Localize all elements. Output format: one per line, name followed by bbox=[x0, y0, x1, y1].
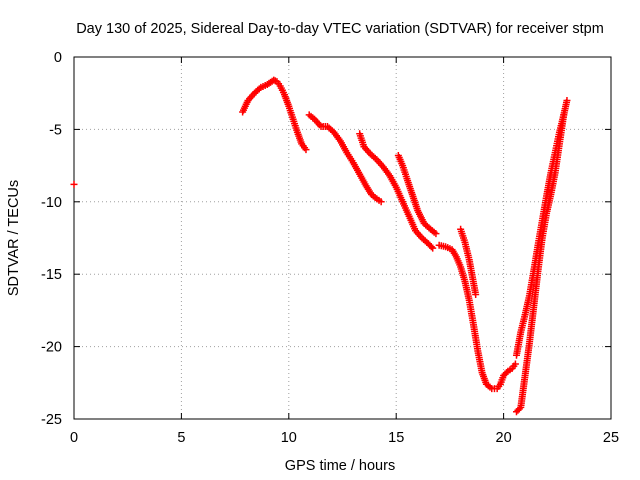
y-tick-label: -5 bbox=[49, 122, 62, 138]
plot-frame bbox=[73, 56, 612, 420]
series-arc-7 bbox=[457, 225, 480, 298]
data-point bbox=[302, 146, 310, 154]
grid-lines bbox=[74, 57, 611, 419]
x-tick-label: 5 bbox=[177, 430, 185, 446]
y-tick-label: -20 bbox=[41, 340, 62, 356]
series-arc-4 bbox=[356, 130, 437, 252]
data-point bbox=[432, 230, 440, 238]
y-tick-label: 0 bbox=[54, 50, 62, 66]
series-arc-9 bbox=[512, 111, 568, 416]
axis-ticks: 0 5 10 15 20 25 0 -5 -10 -15 -20 -25 bbox=[41, 50, 619, 446]
x-tick-label: 15 bbox=[388, 430, 404, 446]
data-point bbox=[511, 360, 519, 368]
data-point bbox=[377, 198, 385, 206]
data-point bbox=[560, 111, 568, 119]
data-point bbox=[70, 180, 78, 188]
data-point bbox=[472, 290, 480, 298]
data-point bbox=[427, 243, 435, 251]
x-tick-label: 20 bbox=[496, 430, 512, 446]
x-axis-label: GPS time / hours bbox=[285, 458, 395, 474]
x-tick-label: 0 bbox=[70, 430, 78, 446]
data-point bbox=[502, 369, 510, 377]
series-arc-6 bbox=[435, 241, 519, 393]
series-arc-3 bbox=[305, 111, 385, 206]
data-point bbox=[429, 244, 437, 252]
chart-title: Day 130 of 2025, Sidereal Day-to-day VTE… bbox=[76, 21, 604, 37]
data-point bbox=[515, 405, 523, 413]
y-axis-label: SDTVAR / TECUs bbox=[6, 180, 22, 296]
series-arc-2 bbox=[239, 76, 310, 154]
x-tick-label: 25 bbox=[603, 430, 619, 446]
data-points bbox=[70, 76, 571, 416]
series-arc-5 bbox=[394, 151, 440, 238]
x-tick-label: 10 bbox=[281, 430, 297, 446]
y-tick-label: -15 bbox=[41, 267, 62, 283]
y-tick-label: -25 bbox=[41, 412, 62, 428]
data-point bbox=[563, 96, 571, 104]
series-arc-1 bbox=[70, 180, 78, 188]
y-tick-label: -10 bbox=[41, 195, 62, 211]
